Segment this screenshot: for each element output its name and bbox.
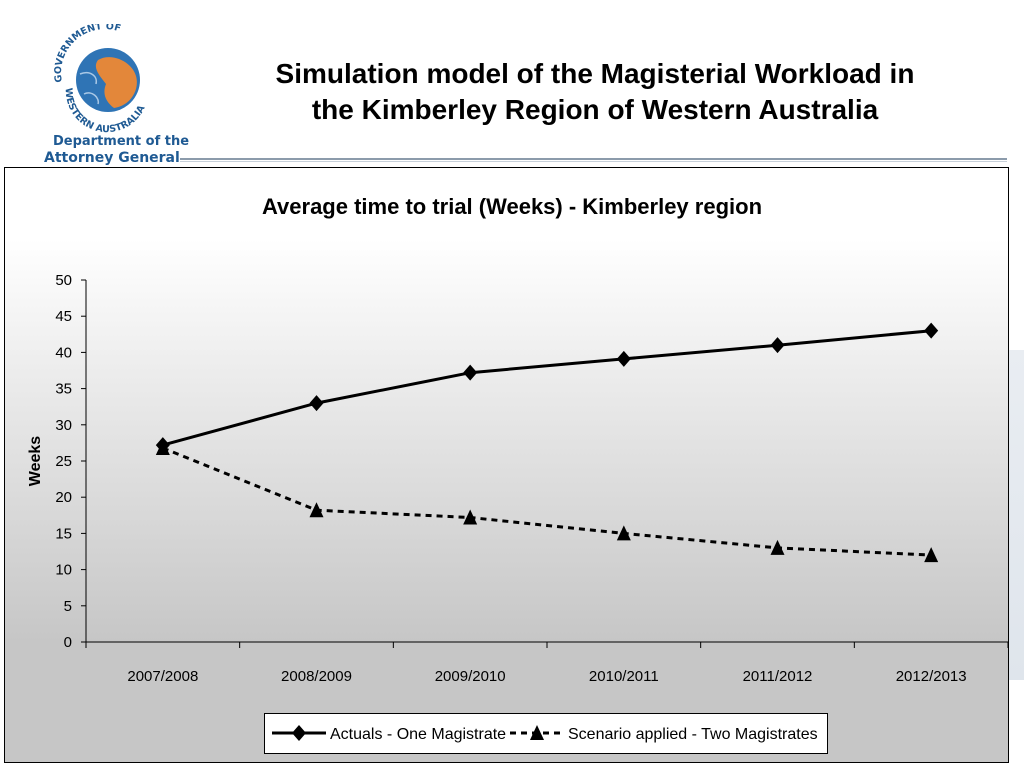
header-divider-shadow — [180, 161, 1007, 162]
data-point-triangle — [463, 509, 478, 525]
header-divider — [180, 158, 1007, 160]
chart-title: Average time to trial (Weeks) - Kimberle… — [262, 194, 762, 219]
x-tick-label: 2012/2013 — [896, 668, 967, 685]
y-tick-label: 40 — [55, 344, 72, 361]
page-title-line-1: Simulation model of the Magisterial Work… — [275, 58, 915, 89]
data-point-diamond — [770, 337, 785, 354]
y-tick-label: 35 — [55, 381, 72, 398]
chart-area — [4, 167, 1009, 763]
data-point-triangle — [309, 502, 324, 518]
series-line-0 — [162, 329, 932, 447]
data-point-diamond — [463, 364, 478, 381]
x-tick-label: 2008/2009 — [281, 668, 352, 685]
department-name: Attorney General — [44, 150, 180, 166]
page-title-line-2: the Kimberley Region of Western Australi… — [311, 94, 879, 125]
y-tick-label: 15 — [55, 525, 72, 542]
legend — [264, 713, 828, 754]
y-tick-label: 25 — [55, 453, 72, 470]
x-tick-label: 2010/2011 — [589, 668, 659, 685]
data-point-triangle — [924, 547, 939, 563]
data-point-diamond — [309, 395, 324, 412]
page-title: Simulation model of the Magisterial Work… — [190, 56, 1000, 128]
wa-government-logo: GOVERNMENT OF WESTERN AUSTRALIA — [40, 24, 190, 170]
data-point-triangle — [616, 525, 631, 541]
series-line-1 — [162, 446, 932, 557]
data-point-triangle — [155, 439, 170, 455]
y-tick-label: 0 — [64, 634, 72, 651]
data-point-triangle — [770, 539, 785, 555]
data-point-diamond — [616, 350, 631, 367]
axes: 0 5 10 15 20 25 30 35 40 45 50 2007/2008 2008/2009 20… — [55, 272, 1009, 685]
y-tick-label: 30 — [55, 417, 72, 434]
x-tick-label: 2011/2012 — [743, 668, 813, 685]
x-tick-label: 2009/2010 — [435, 668, 506, 685]
globe-logo-icon: GOVERNMENT OF WESTERN AUSTRALIA — [53, 24, 148, 134]
y-tick-label: 5 — [64, 598, 72, 615]
x-tick-label: 2007/2008 — [127, 668, 198, 685]
y-tick-label: 45 — [55, 308, 72, 325]
data-point-diamond — [924, 322, 939, 339]
y-tick-label: 10 — [55, 562, 72, 579]
department-label: Department of the — [53, 134, 190, 149]
y-tick-label: 50 — [55, 272, 72, 289]
background-strip — [1008, 350, 1024, 680]
y-axis-title: Weeks — [27, 436, 44, 487]
series-layer — [155, 322, 939, 563]
y-tick-label: 20 — [55, 489, 72, 506]
